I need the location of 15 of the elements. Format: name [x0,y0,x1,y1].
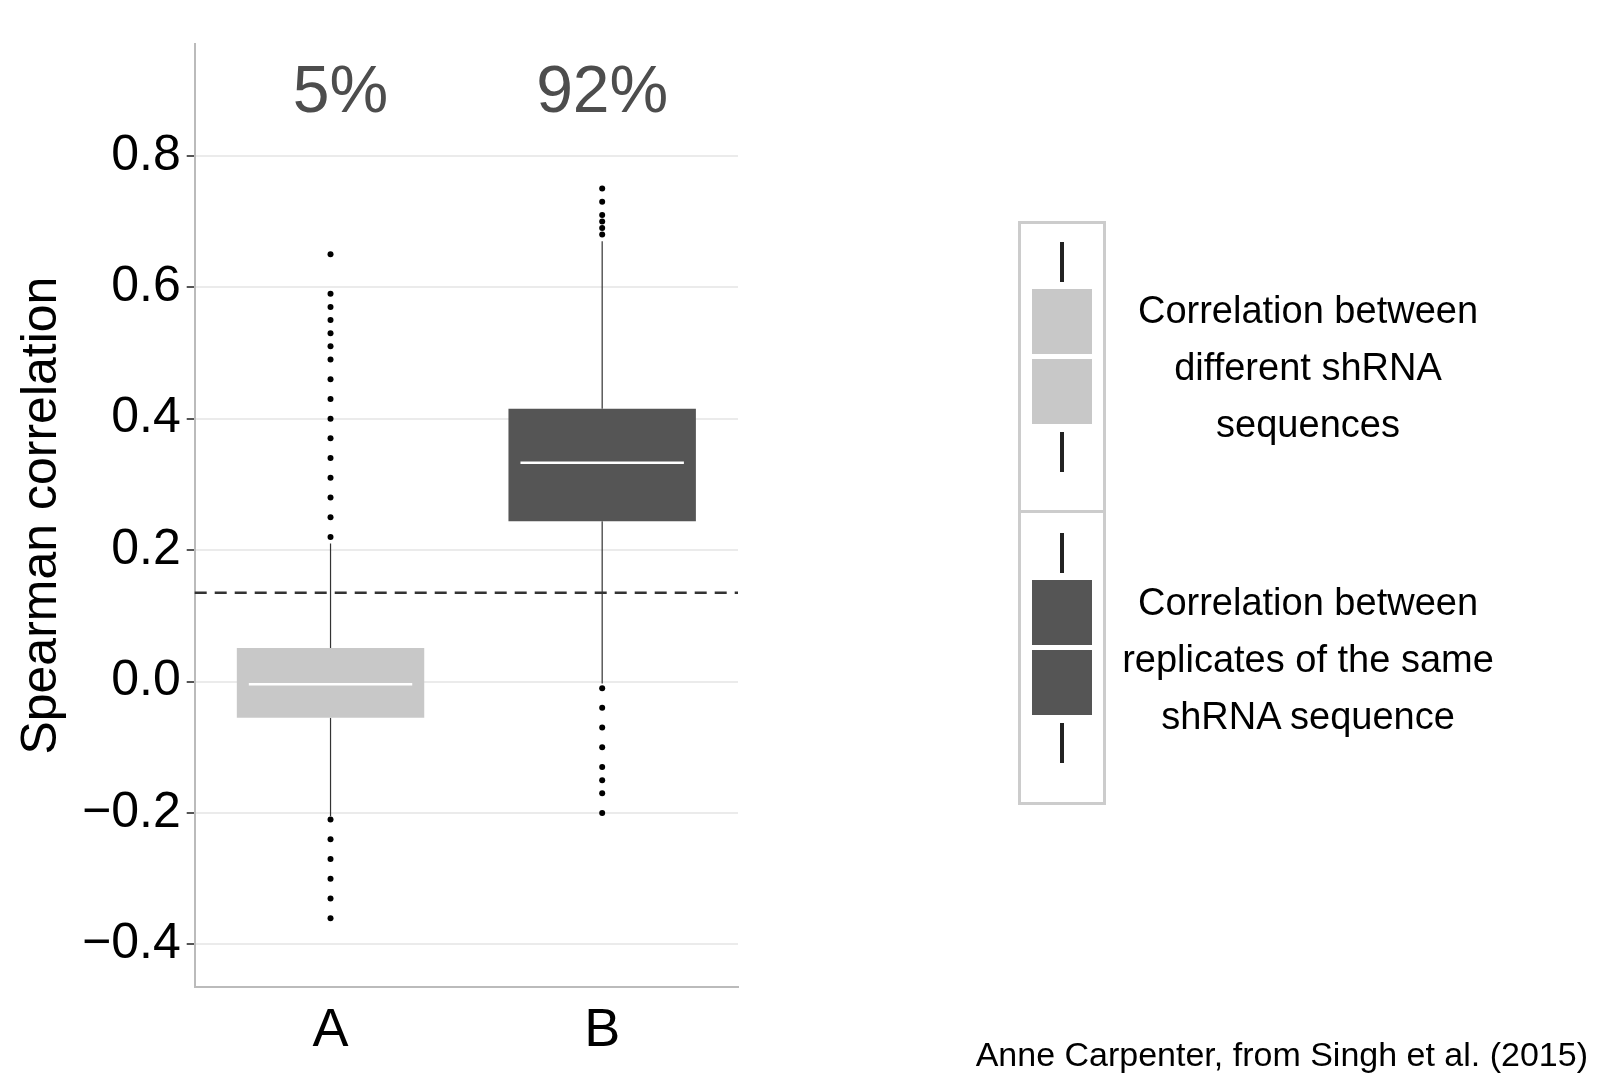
legend-label: Correlation between replicates of the same shRNA sequence [1122,579,1494,739]
y-tick-label: −0.4 [81,913,181,970]
annotation: 5% [292,52,389,127]
y-axis-title: Spearman correlation [10,276,67,755]
y-tick-label: 0.4 [111,387,181,444]
y-tick-label: 0.6 [111,255,181,312]
y-tick-label: −0.2 [81,781,181,838]
annotation: 92% [536,52,669,127]
y-tick-label: 0.0 [111,650,181,707]
x-tick-label: B [584,997,621,1058]
y-tick-label: 0.2 [111,518,181,575]
legend-label: Correlation between different shRNA sequences [1136,287,1480,447]
y-tick-label: 0.8 [111,124,181,181]
text: Anne Carpenter, from Singh et al. (2015) [975,1035,1588,1074]
x-tick-label: A [312,997,349,1058]
